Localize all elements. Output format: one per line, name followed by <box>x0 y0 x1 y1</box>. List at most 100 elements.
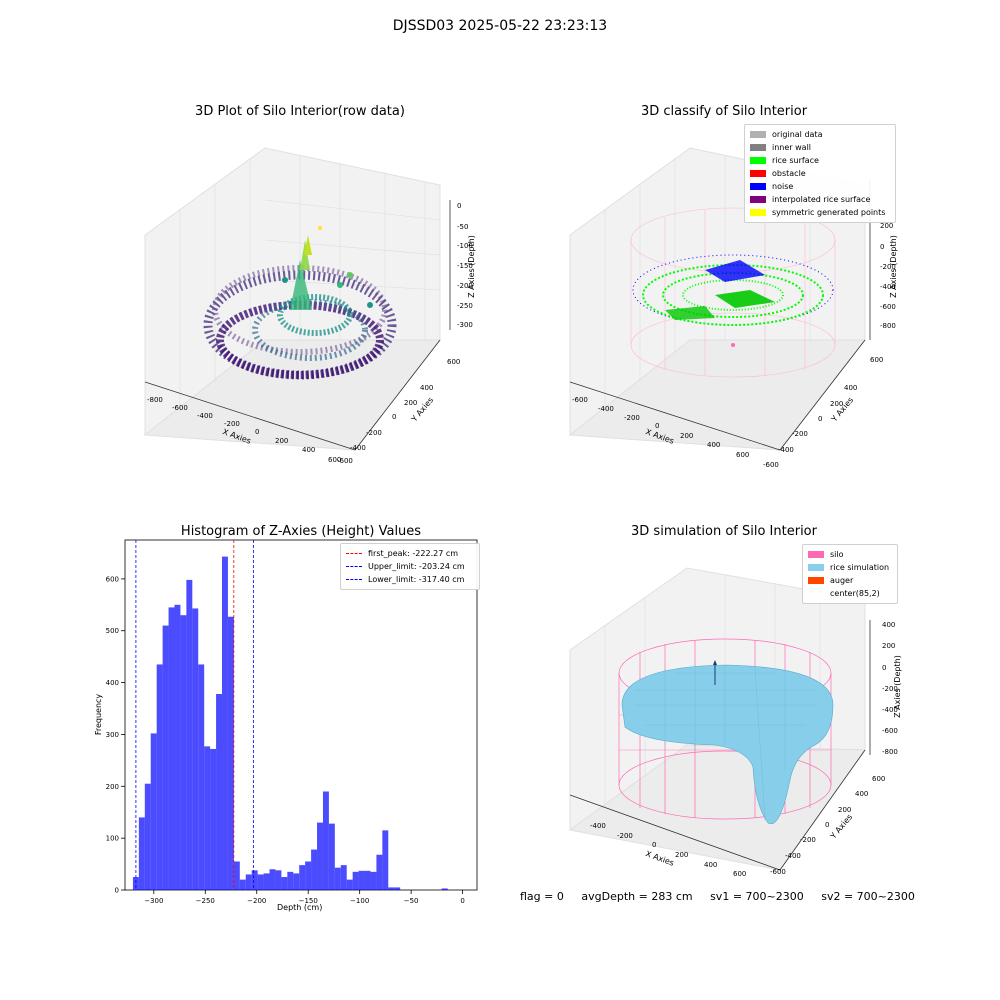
panel4-title: 3D simulation of Silo Interior <box>631 524 817 539</box>
panel4-ytick: 200 <box>838 806 852 814</box>
panel1-ytick: -600 <box>337 457 353 465</box>
legend-item: original data <box>750 128 890 141</box>
legend-swatch <box>750 157 766 164</box>
legend-swatch <box>750 144 766 151</box>
panel2-ztick: -200 <box>880 263 896 271</box>
legend-line <box>346 566 362 567</box>
legend-label: rice simulation <box>830 563 890 572</box>
panel1-ytick: 600 <box>447 358 461 366</box>
histogram-bar <box>210 748 217 890</box>
panel4-xtick: 0 <box>652 841 657 849</box>
panel4-ytick: -600 <box>770 868 786 876</box>
panel4-zlabel: Z Axies (Depth) <box>892 655 902 718</box>
histogram-bar <box>293 873 300 890</box>
panel1-ztick: -200 <box>457 282 473 290</box>
legend-label: silo <box>830 550 844 559</box>
panel1-ztick: -300 <box>457 321 473 329</box>
panel1-ytick: 400 <box>420 384 434 392</box>
panel2-ytick: -200 <box>792 430 808 438</box>
legend-swatch <box>750 131 766 138</box>
panel2-xtick: 400 <box>707 441 721 449</box>
histogram-xtick-label: −200 <box>247 897 266 905</box>
legend-label: Upper_limit: -203.24 cm <box>368 562 465 571</box>
panel1-zlabel: Z Axies (Depth) <box>466 235 476 298</box>
histogram-bar <box>180 615 187 890</box>
histogram-xtick-label: 0 <box>460 897 464 905</box>
legend-label: obstacle <box>772 169 806 178</box>
legend-label: center(85,2) <box>830 589 880 598</box>
panel4-ztick: 400 <box>882 621 896 629</box>
panel1-xtick: 400 <box>302 446 316 454</box>
histogram-bar <box>204 746 211 890</box>
histogram-xtick-label: −50 <box>404 897 419 905</box>
histogram-ytick-label: 500 <box>106 627 119 635</box>
panel2-ytick: 0 <box>818 415 823 423</box>
panel2-xtick: -400 <box>598 405 614 413</box>
panel2-ztick: -400 <box>880 283 896 291</box>
legend-item: noise <box>750 180 890 193</box>
legend-item: center(85,2) <box>808 587 892 600</box>
histogram-bar <box>245 874 252 890</box>
panel2-ztick: 200 <box>880 222 894 230</box>
legend-item: interpolated rice surface <box>750 193 890 206</box>
histogram-ylabel: Frequency <box>94 693 104 736</box>
histogram-bar <box>222 556 228 890</box>
histogram-bar <box>138 817 145 890</box>
histogram-xtick-label: −250 <box>196 897 215 905</box>
histogram-ytick-label: 600 <box>106 575 119 583</box>
legend-swatch <box>808 577 824 584</box>
histogram-bar <box>198 664 205 890</box>
histogram-bar <box>239 879 246 890</box>
legend-label: original data <box>772 130 823 139</box>
histogram-bar <box>382 830 389 890</box>
panel1-ytick: -200 <box>366 429 382 437</box>
histogram-bar <box>186 579 193 890</box>
histogram-reference-lines <box>135 540 254 890</box>
histogram-bar <box>311 849 318 890</box>
panel2-ytick: 600 <box>870 356 884 364</box>
panel2-ztick: -600 <box>880 303 896 311</box>
sv2-value: sv2 = 700~2300 <box>821 890 915 903</box>
flag-value: flag = 0 <box>520 890 564 903</box>
panel2-xtick: 0 <box>655 422 660 430</box>
panel4-ytick: 0 <box>825 821 830 829</box>
histogram-bar <box>358 870 365 890</box>
legend-swatch <box>808 590 824 597</box>
panel4-auger <box>713 660 717 685</box>
panel4-ztick: -200 <box>882 685 898 693</box>
panel2-legend: original data inner wall rice surface ob… <box>744 124 896 223</box>
histogram-bar <box>162 625 169 890</box>
histogram-ytick-label: 100 <box>106 835 119 843</box>
histogram-bar <box>281 877 288 890</box>
panel1-xtick: -200 <box>224 420 240 428</box>
histogram-ytick-label: 300 <box>106 731 119 739</box>
panel2-xtick: 600 <box>736 451 750 459</box>
panel1-ztick: 0 <box>457 202 462 210</box>
histogram-bar <box>233 861 240 890</box>
panel1-ztick: -100 <box>457 242 473 250</box>
histogram-bar <box>269 869 276 890</box>
panel2-xtick: -200 <box>624 414 640 422</box>
panel4-ztick: 200 <box>882 642 896 650</box>
histogram-legend: first_peak: -222.27 cm Upper_limit: -203… <box>340 543 480 590</box>
panel1-grid <box>179 155 441 410</box>
panel1-3d-plot <box>143 147 451 451</box>
panel4-xtick: 600 <box>733 870 747 878</box>
histogram-bar <box>394 887 401 890</box>
histogram-xlabel: Depth (cm) <box>277 903 323 912</box>
histogram-bar <box>257 874 264 890</box>
panel1-xtick: 600 <box>328 456 342 464</box>
histogram-xtick-label: −100 <box>350 897 369 905</box>
panel1-xtick: 200 <box>275 437 289 445</box>
figure-title: DJSSD03 2025-05-22 23:23:13 <box>392 18 608 34</box>
histogram-bar <box>364 870 371 890</box>
legend-line <box>346 553 362 554</box>
panel1-xtick: -600 <box>172 404 188 412</box>
panel4-xtick: 200 <box>675 851 689 859</box>
histogram-bar <box>388 887 395 890</box>
panel4-ytick: 400 <box>855 790 869 798</box>
panel4-ytick: -200 <box>800 836 816 844</box>
histogram-bar <box>376 854 383 890</box>
histogram-bar <box>299 865 306 890</box>
panel2-xtick: 200 <box>680 432 694 440</box>
